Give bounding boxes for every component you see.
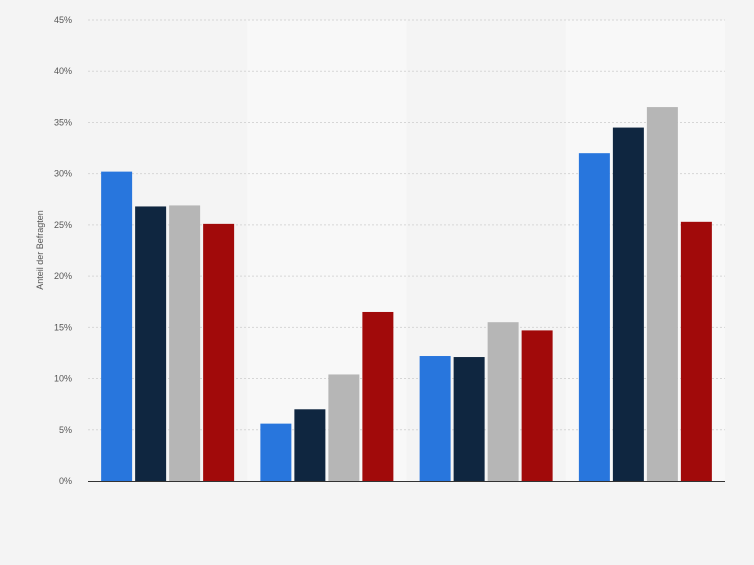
bar[interactable] [260, 423, 292, 481]
y-tick-label: 5% [59, 425, 72, 435]
y-tick-label: 25% [54, 220, 72, 230]
bar[interactable] [680, 221, 712, 481]
y-tick-label: 15% [54, 322, 72, 332]
bar[interactable] [135, 206, 167, 481]
y-tick-label: 20% [54, 271, 72, 281]
bar[interactable] [362, 311, 394, 481]
y-tick-label: 35% [54, 117, 72, 127]
y-tick-label: 10% [54, 374, 72, 384]
bar[interactable] [419, 356, 451, 481]
bar[interactable] [578, 153, 610, 481]
bar[interactable] [521, 330, 553, 481]
y-tick-label: 0% [59, 476, 72, 486]
y-tick-label: 30% [54, 169, 72, 179]
bar[interactable] [612, 127, 644, 482]
bar[interactable] [487, 322, 519, 481]
bar[interactable] [203, 223, 235, 481]
bar[interactable] [646, 107, 678, 482]
bars [101, 107, 712, 482]
y-axis-title: Anteil der Befragten [35, 210, 45, 290]
bar[interactable] [169, 205, 201, 481]
y-tick-label: 40% [54, 66, 72, 76]
y-tick-label: 45% [54, 15, 72, 25]
bar[interactable] [328, 374, 360, 481]
y-axis-tick-labels: 0% 5% 10% 15% 20% 25% 30% 35% 40% 45% [54, 15, 72, 486]
bar[interactable] [101, 171, 133, 481]
bar[interactable] [453, 357, 485, 481]
bar[interactable] [294, 409, 326, 481]
